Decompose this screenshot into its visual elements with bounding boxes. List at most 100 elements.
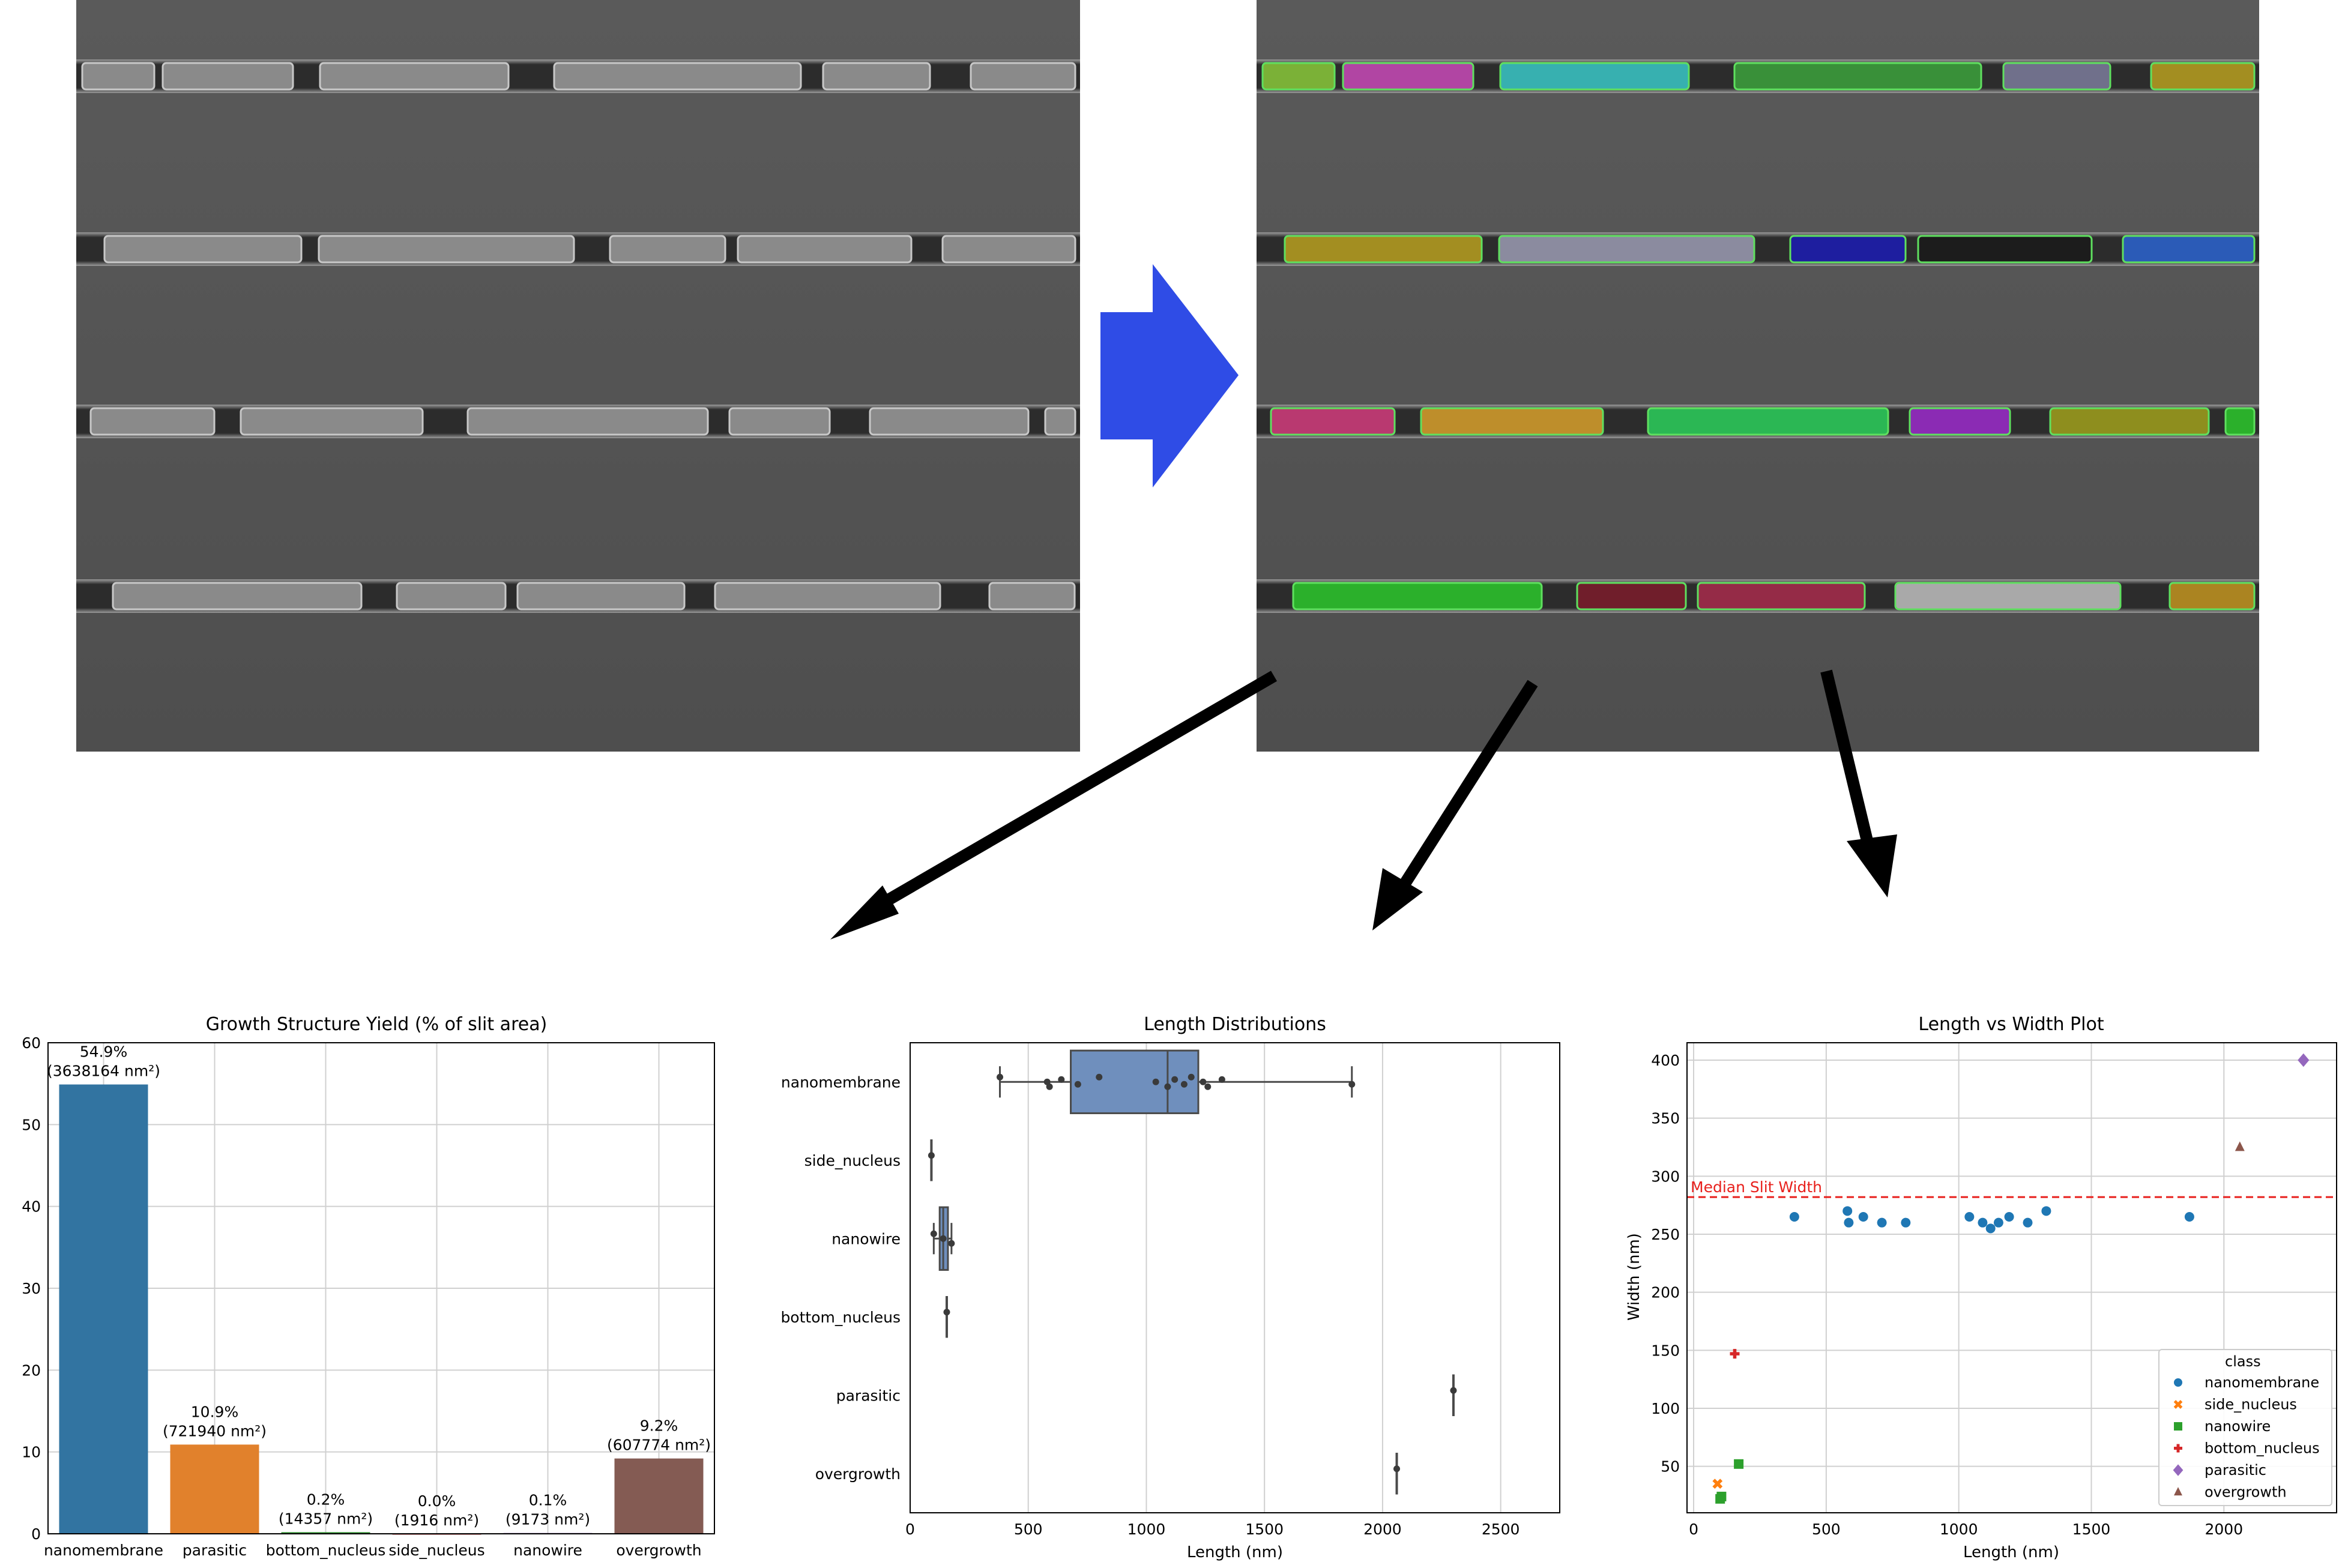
bar-pct-label: 0.1% bbox=[529, 1492, 567, 1509]
sem-crystal bbox=[1576, 582, 1687, 611]
scatter-point-nanowire bbox=[1716, 1491, 1727, 1501]
bar-nanomembrane bbox=[59, 1084, 148, 1534]
arrow-to-box-plot-icon bbox=[1394, 680, 1538, 896]
scatter-plot-frame bbox=[1686, 1042, 2337, 1513]
box-plot-xlabel: Length (nm) bbox=[1187, 1543, 1283, 1561]
sem-crystal bbox=[1420, 407, 1604, 436]
scatter-point-nanomembrane bbox=[1843, 1206, 1853, 1216]
bar-bottom_nucleus bbox=[281, 1532, 370, 1534]
scatter-plot-title: Length vs Width Plot bbox=[1918, 1014, 2104, 1035]
scatter-legend: class nanomembrane side_nucleus nanowire bot… bbox=[2158, 1349, 2332, 1506]
bar-plot-frame bbox=[47, 1042, 715, 1534]
scatter-ytick-label: 300 bbox=[1651, 1168, 1680, 1185]
bar-xtick-label: bottom_nucleus bbox=[266, 1542, 386, 1559]
sem-crystal bbox=[2224, 407, 2256, 436]
sem-crystal bbox=[319, 62, 510, 91]
sem-crystal bbox=[1261, 62, 1336, 91]
sem-crystal bbox=[1284, 235, 1483, 264]
box-nanomembrane bbox=[1070, 1049, 1200, 1114]
legend-marker-bottom_nucleus bbox=[2174, 1444, 2182, 1453]
box-point bbox=[1450, 1387, 1457, 1394]
box-ytick-label: overgrowth bbox=[815, 1465, 901, 1483]
bar-chart: Growth Structure Yield (% of slit area) … bbox=[22, 1014, 715, 1559]
box-xtick-label: 2500 bbox=[1482, 1521, 1520, 1538]
bar-xtick-label: parasitic bbox=[183, 1542, 247, 1559]
sem-crystal bbox=[1697, 582, 1866, 611]
scatter-point-nanomembrane bbox=[2004, 1212, 2014, 1222]
bar-xtick-label: side_nucleus bbox=[388, 1542, 484, 1559]
scatter-ytick-label: 100 bbox=[1651, 1400, 1680, 1417]
sem-crystal bbox=[970, 62, 1076, 91]
box-point bbox=[1164, 1083, 1171, 1090]
scatter-point-nanomembrane bbox=[2184, 1212, 2194, 1222]
bar-pct-label: 0.0% bbox=[418, 1492, 456, 1510]
scatter-point-nanomembrane bbox=[2041, 1206, 2051, 1216]
sem-crystal bbox=[941, 235, 1076, 264]
box-xtick-label: 500 bbox=[1014, 1521, 1043, 1538]
scatter-xtick-label: 1500 bbox=[2072, 1521, 2111, 1538]
sem-crystal bbox=[2122, 235, 2256, 264]
median-slit-width-label: Median Slit Width bbox=[1691, 1178, 1822, 1196]
bar-overgrowth bbox=[614, 1458, 704, 1534]
process-arrow-icon bbox=[1100, 264, 1239, 487]
bar-ytick-label: 10 bbox=[22, 1444, 41, 1461]
scatter-ytick-label: 400 bbox=[1651, 1052, 1680, 1069]
box-point bbox=[1200, 1078, 1207, 1085]
sem-crystal bbox=[728, 407, 831, 436]
box-xtick-label: 0 bbox=[905, 1521, 915, 1538]
box-point bbox=[1348, 1081, 1356, 1088]
box-point bbox=[1180, 1081, 1188, 1088]
scatter-xtick-label: 0 bbox=[1689, 1521, 1698, 1538]
box-xtick-label: 1000 bbox=[1127, 1521, 1166, 1538]
sem-crystal bbox=[1044, 407, 1076, 436]
legend-marker-nanowire bbox=[2174, 1422, 2182, 1431]
sem-crystal bbox=[1894, 582, 2122, 611]
legend-label: parasitic bbox=[2205, 1462, 2266, 1479]
bar-area-label: (607774 nm²) bbox=[607, 1437, 711, 1454]
sem-crystal bbox=[714, 582, 941, 611]
box-plot-frame bbox=[910, 1042, 1560, 1513]
scatter-ytick-label: 150 bbox=[1651, 1342, 1680, 1359]
legend-label: bottom_nucleus bbox=[2205, 1440, 2320, 1457]
sem-crystal bbox=[1917, 235, 2093, 264]
sem-image-segmented bbox=[1257, 0, 2259, 752]
scatter-point-side_nucleus bbox=[1712, 1479, 1723, 1489]
sem-crystal bbox=[1909, 407, 2011, 436]
box-point bbox=[930, 1230, 937, 1237]
sem-crystal bbox=[988, 582, 1076, 611]
bar-area-label: (3638164 nm²) bbox=[47, 1063, 160, 1080]
sem-crystal bbox=[1499, 62, 1690, 91]
sem-crystal bbox=[81, 62, 155, 91]
sem-crystal bbox=[112, 582, 363, 611]
bar-ytick-label: 30 bbox=[22, 1280, 41, 1297]
sem-crystal bbox=[2168, 582, 2256, 611]
scatter-point-overgrowth bbox=[2235, 1141, 2245, 1151]
scatter-ytick-label: 200 bbox=[1651, 1284, 1680, 1301]
scatter-ytick-label: 50 bbox=[1661, 1458, 1680, 1476]
arrowhead-scatter-icon bbox=[1847, 834, 1897, 897]
sem-crystal bbox=[516, 582, 686, 611]
flow-arrows bbox=[830, 669, 1897, 939]
scatter-point-nanomembrane bbox=[1901, 1217, 1911, 1228]
arrowhead-bar-icon bbox=[830, 885, 899, 939]
sem-crystal bbox=[1270, 407, 1396, 436]
box-point bbox=[1218, 1076, 1225, 1083]
bar-ytick-label: 20 bbox=[22, 1361, 41, 1379]
bar-ytick-label: 0 bbox=[31, 1525, 41, 1543]
box-xtick-label: 1500 bbox=[1245, 1521, 1284, 1538]
bar-xtick-label: nanowire bbox=[513, 1542, 582, 1559]
box-point bbox=[943, 1309, 950, 1316]
arrow-to-scatter-icon bbox=[1820, 669, 1877, 857]
sem-crystal bbox=[89, 407, 216, 436]
box-ytick-label: nanowire bbox=[831, 1230, 901, 1247]
scatter-point-nanomembrane bbox=[1985, 1223, 1996, 1234]
sem-crystal bbox=[240, 407, 424, 436]
scatter-point-nanomembrane bbox=[1978, 1217, 1988, 1228]
arrowhead-box-icon bbox=[1372, 868, 1423, 930]
scatter-point-nanomembrane bbox=[1858, 1212, 1868, 1222]
bar-ytick-label: 60 bbox=[22, 1034, 41, 1052]
scatter-point-nanomembrane bbox=[1789, 1212, 1799, 1222]
bar-pct-label: 9.2% bbox=[640, 1417, 678, 1435]
scatter-ytick-label: 350 bbox=[1651, 1110, 1680, 1127]
bar-xtick-label: nanomembrane bbox=[44, 1542, 163, 1559]
